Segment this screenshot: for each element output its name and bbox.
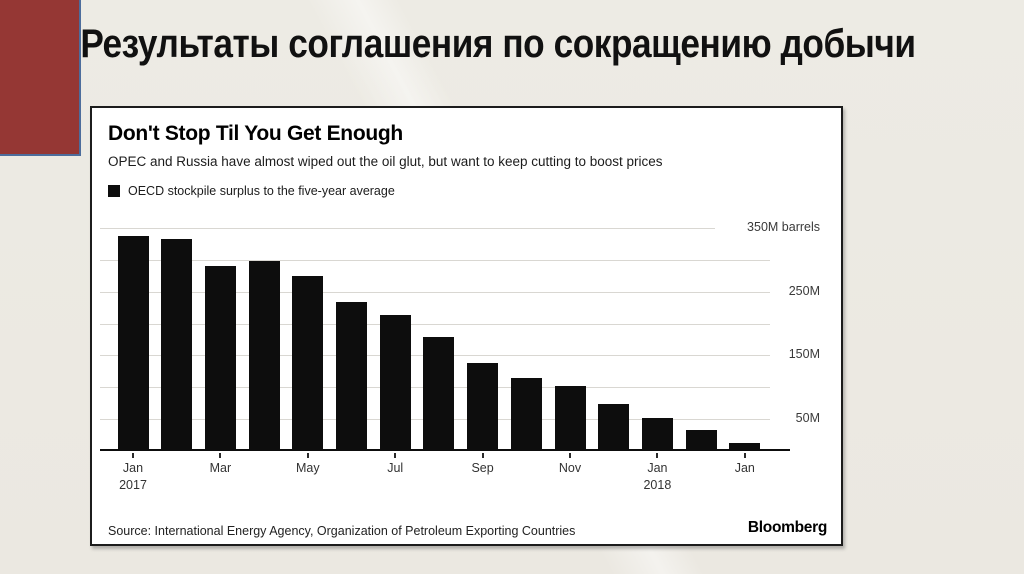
bar-may bbox=[292, 275, 324, 449]
y-axis-label: 350M barrels bbox=[747, 220, 820, 234]
bar-month-2 bbox=[161, 238, 193, 449]
x-axis-tick bbox=[656, 453, 659, 458]
bar-month-6 bbox=[336, 302, 367, 449]
gridline-300M bbox=[100, 259, 770, 261]
x-axis-label: Sep bbox=[471, 461, 494, 475]
x-axis-label: Nov bbox=[558, 461, 582, 475]
x-axis-tick bbox=[394, 453, 397, 458]
bar-month-12 bbox=[598, 403, 630, 449]
bloomberg-logo: Bloomberg bbox=[747, 519, 827, 536]
x-axis-tick bbox=[306, 453, 309, 458]
gridline-200M bbox=[100, 323, 770, 325]
gridline-250M bbox=[100, 291, 770, 293]
x-axis-label: Jan 2017 bbox=[119, 461, 147, 492]
accent-block bbox=[0, 0, 81, 156]
x-axis-label: May bbox=[295, 461, 320, 475]
x-axis-tick bbox=[743, 453, 746, 458]
y-axis-label: 50M bbox=[795, 411, 820, 426]
chart-title: Don't Stop Til You Get Enough bbox=[108, 122, 403, 145]
plot-area bbox=[100, 228, 790, 451]
legend-swatch-icon bbox=[108, 185, 120, 197]
bar-jan bbox=[729, 442, 761, 449]
x-axis-label: Jul bbox=[387, 461, 404, 475]
legend: OECD stockpile surplus to the five-year … bbox=[108, 184, 395, 198]
x-axis-tick bbox=[132, 453, 134, 458]
source-note: Source: International Energy Agency, Org… bbox=[108, 524, 576, 538]
bar-month-14 bbox=[685, 429, 717, 449]
x-axis-label: Mar bbox=[209, 461, 232, 475]
bar-month-10 bbox=[510, 378, 542, 449]
bar-nov bbox=[554, 385, 586, 449]
bar-month-8 bbox=[423, 336, 455, 449]
x-axis-label: Jan bbox=[734, 461, 755, 475]
y-axis-label: 150M bbox=[788, 347, 820, 362]
chart-card: Don't Stop Til You Get Enough OPEC and R… bbox=[90, 106, 843, 546]
bar-mar bbox=[204, 265, 236, 449]
bar-month-4 bbox=[248, 261, 280, 449]
x-axis-label: Jan 2018 bbox=[643, 461, 672, 492]
bar-jan-2018 bbox=[641, 417, 673, 449]
bar-jan-2017 bbox=[117, 235, 149, 449]
x-axis-tick bbox=[219, 453, 222, 458]
y-axis-label: 250M bbox=[788, 283, 820, 298]
slide-title: Результаты соглашения по сокращению добы… bbox=[80, 22, 916, 66]
chart-subtitle: OPEC and Russia have almost wiped out th… bbox=[108, 154, 663, 169]
x-axis-tick bbox=[569, 453, 571, 458]
x-axis-tick bbox=[481, 453, 484, 458]
legend-label: OECD stockpile surplus to the five-year … bbox=[128, 184, 395, 198]
gridline-350M bbox=[100, 228, 715, 229]
bar-jul bbox=[379, 314, 411, 449]
bar-sep bbox=[467, 363, 499, 449]
